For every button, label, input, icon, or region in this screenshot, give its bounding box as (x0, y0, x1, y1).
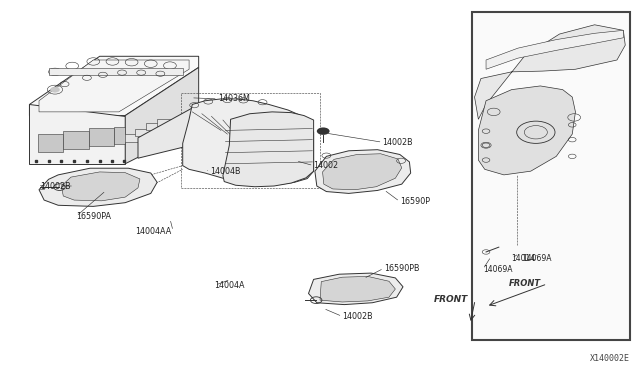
Polygon shape (61, 172, 140, 201)
Text: 14002B: 14002B (383, 138, 413, 147)
Polygon shape (315, 150, 411, 193)
Circle shape (51, 87, 60, 92)
Bar (472, 12, 630, 340)
Polygon shape (39, 168, 157, 206)
Polygon shape (124, 134, 141, 141)
Polygon shape (38, 134, 63, 152)
Polygon shape (135, 129, 152, 136)
Text: 16590PA: 16590PA (76, 212, 111, 221)
Text: X140002E: X140002E (589, 354, 630, 363)
Polygon shape (157, 119, 173, 126)
Text: 14069A: 14069A (483, 265, 513, 274)
Polygon shape (323, 154, 402, 190)
Polygon shape (146, 123, 163, 131)
Text: 14002: 14002 (314, 161, 339, 170)
Text: FRONT: FRONT (434, 295, 468, 304)
Polygon shape (182, 99, 314, 184)
Polygon shape (474, 25, 625, 119)
Polygon shape (89, 128, 115, 146)
Polygon shape (49, 68, 182, 75)
Text: 14014: 14014 (511, 254, 536, 263)
Polygon shape (223, 112, 314, 187)
Text: 16590PB: 16590PB (384, 264, 419, 273)
Polygon shape (486, 31, 623, 69)
Polygon shape (125, 67, 198, 164)
Polygon shape (478, 86, 575, 175)
Text: 16590P: 16590P (400, 197, 430, 206)
Text: 14004B: 14004B (210, 167, 241, 176)
Text: 14004A: 14004A (214, 281, 245, 290)
Polygon shape (138, 105, 211, 158)
Polygon shape (308, 273, 403, 305)
Polygon shape (29, 56, 198, 116)
Text: 14036M: 14036M (218, 94, 250, 103)
Text: 14002B: 14002B (342, 312, 373, 321)
Text: FRONT: FRONT (509, 279, 541, 288)
Polygon shape (63, 131, 89, 149)
Polygon shape (115, 127, 125, 144)
Polygon shape (29, 105, 125, 164)
Circle shape (317, 128, 330, 135)
Polygon shape (320, 276, 396, 302)
Text: 14002B: 14002B (40, 182, 71, 190)
Text: 14004AA: 14004AA (135, 227, 171, 236)
Text: 14069A: 14069A (522, 254, 551, 263)
Polygon shape (39, 60, 189, 112)
